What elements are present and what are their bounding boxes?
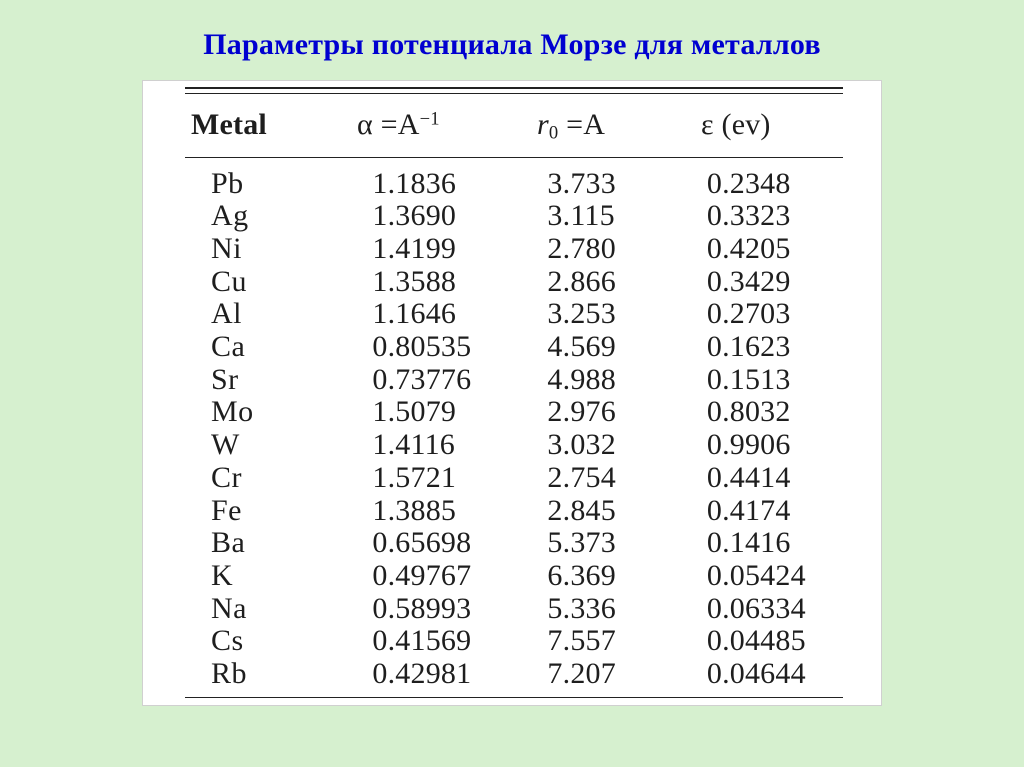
cell-alpha: 1.3885 bbox=[372, 495, 547, 528]
table-row: Al1.16463.2530.2703 bbox=[185, 298, 843, 331]
slide: Параметры потенциала Морзе для металлов … bbox=[0, 0, 1024, 767]
table-row: K0.497676.3690.05424 bbox=[185, 560, 843, 593]
cell-eps: 0.3429 bbox=[707, 266, 843, 299]
col-header-eps: ε (ev) bbox=[701, 108, 841, 142]
table-row: Ca0.805354.5690.1623 bbox=[185, 331, 843, 364]
cell-alpha: 0.80535 bbox=[372, 331, 547, 364]
table-row: Fe1.38852.8450.4174 bbox=[185, 495, 843, 528]
cell-metal: Mo bbox=[185, 396, 372, 429]
cell-metal: K bbox=[185, 560, 372, 593]
table-scan: Metal α =A−1 r0 =A ε (ev) Pb1.18363.7330… bbox=[142, 80, 882, 706]
cell-eps: 0.3323 bbox=[707, 200, 843, 233]
table-row: Ag1.36903.1150.3323 bbox=[185, 200, 843, 233]
table-row: W1.41163.0320.9906 bbox=[185, 429, 843, 462]
cell-metal: Na bbox=[185, 593, 372, 626]
table-row: Mo1.50792.9760.8032 bbox=[185, 396, 843, 429]
cell-r0: 4.569 bbox=[547, 331, 706, 364]
cell-eps: 0.9906 bbox=[707, 429, 843, 462]
table-row: Ni1.41992.7800.4205 bbox=[185, 233, 843, 266]
cell-metal: Ag bbox=[185, 200, 372, 233]
cell-r0: 2.754 bbox=[547, 462, 706, 495]
cell-eps: 0.2348 bbox=[707, 168, 843, 201]
cell-r0: 7.557 bbox=[547, 625, 706, 658]
cell-eps: 0.04644 bbox=[707, 658, 843, 691]
cell-r0: 5.373 bbox=[547, 527, 706, 560]
cell-alpha: 0.49767 bbox=[372, 560, 547, 593]
cell-eps: 0.1623 bbox=[707, 331, 843, 364]
table-row: Pb1.18363.7330.2348 bbox=[185, 168, 843, 201]
cell-r0: 5.336 bbox=[547, 593, 706, 626]
table-row: Rb0.429817.2070.04644 bbox=[185, 658, 843, 691]
cell-r0: 3.032 bbox=[547, 429, 706, 462]
cell-alpha: 1.1646 bbox=[372, 298, 547, 331]
cell-metal: Ni bbox=[185, 233, 372, 266]
cell-metal: Cu bbox=[185, 266, 372, 299]
table-row: Cu1.35882.8660.3429 bbox=[185, 266, 843, 299]
cell-eps: 0.4414 bbox=[707, 462, 843, 495]
cell-metal: Ca bbox=[185, 331, 372, 364]
cell-eps: 0.4174 bbox=[707, 495, 843, 528]
cell-alpha: 1.5721 bbox=[372, 462, 547, 495]
cell-metal: Cs bbox=[185, 625, 372, 658]
col-header-alpha: α =A−1 bbox=[357, 108, 537, 142]
cell-metal: Fe bbox=[185, 495, 372, 528]
cell-r0: 2.976 bbox=[547, 396, 706, 429]
cell-alpha: 1.4199 bbox=[372, 233, 547, 266]
page-title: Параметры потенциала Морзе для металлов bbox=[0, 28, 1024, 62]
cell-alpha: 1.5079 bbox=[372, 396, 547, 429]
cell-r0: 2.845 bbox=[547, 495, 706, 528]
cell-metal: Al bbox=[185, 298, 372, 331]
cell-r0: 7.207 bbox=[547, 658, 706, 691]
cell-eps: 0.1416 bbox=[707, 527, 843, 560]
cell-metal: W bbox=[185, 429, 372, 462]
cell-metal: Rb bbox=[185, 658, 372, 691]
cell-eps: 0.04485 bbox=[707, 625, 843, 658]
cell-alpha: 0.42981 bbox=[372, 658, 547, 691]
cell-r0: 2.866 bbox=[547, 266, 706, 299]
cell-r0: 3.253 bbox=[547, 298, 706, 331]
cell-metal: Cr bbox=[185, 462, 372, 495]
cell-alpha: 1.4116 bbox=[372, 429, 547, 462]
table-body: Pb1.18363.7330.2348Ag1.36903.1150.3323Ni… bbox=[185, 164, 843, 691]
cell-alpha: 1.3690 bbox=[372, 200, 547, 233]
cell-eps: 0.06334 bbox=[707, 593, 843, 626]
col-header-r0: r0 =A bbox=[537, 108, 701, 145]
cell-r0: 6.369 bbox=[547, 560, 706, 593]
cell-metal: Pb bbox=[185, 168, 372, 201]
table-row: Cr1.57212.7540.4414 bbox=[185, 462, 843, 495]
table-header-row: Metal α =A−1 r0 =A ε (ev) bbox=[185, 94, 843, 157]
cell-eps: 0.2703 bbox=[707, 298, 843, 331]
header-rule bbox=[185, 157, 843, 158]
cell-metal: Ba bbox=[185, 527, 372, 560]
cell-r0: 2.780 bbox=[547, 233, 706, 266]
cell-r0: 4.988 bbox=[547, 364, 706, 397]
cell-alpha: 1.3588 bbox=[372, 266, 547, 299]
cell-metal: Sr bbox=[185, 364, 372, 397]
top-double-rule bbox=[185, 87, 843, 94]
cell-eps: 0.8032 bbox=[707, 396, 843, 429]
cell-r0: 3.115 bbox=[547, 200, 706, 233]
cell-eps: 0.05424 bbox=[707, 560, 843, 593]
cell-eps: 0.4205 bbox=[707, 233, 843, 266]
cell-r0: 3.733 bbox=[547, 168, 706, 201]
cell-alpha: 0.65698 bbox=[372, 527, 547, 560]
cell-alpha: 0.41569 bbox=[372, 625, 547, 658]
table-row: Sr0.737764.9880.1513 bbox=[185, 364, 843, 397]
cell-eps: 0.1513 bbox=[707, 364, 843, 397]
cell-alpha: 0.58993 bbox=[372, 593, 547, 626]
table-row: Na0.589935.3360.06334 bbox=[185, 593, 843, 626]
col-header-metal: Metal bbox=[185, 108, 357, 142]
table-row: Cs0.415697.5570.04485 bbox=[185, 625, 843, 658]
cell-alpha: 1.1836 bbox=[372, 168, 547, 201]
bottom-rule bbox=[185, 697, 843, 698]
cell-alpha: 0.73776 bbox=[372, 364, 547, 397]
table-row: Ba0.656985.3730.1416 bbox=[185, 527, 843, 560]
